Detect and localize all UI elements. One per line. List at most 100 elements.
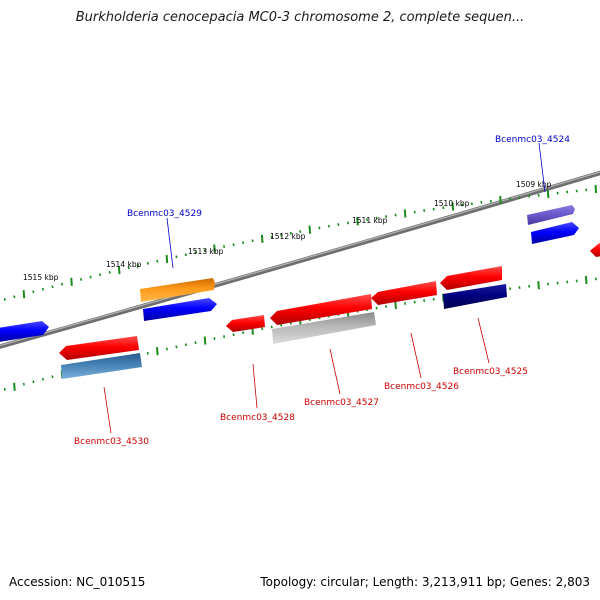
minor-tick [327,224,330,228]
minor-tick [394,213,397,217]
gene-label-4524[interactable]: Bcenmc03_4524 [495,135,570,145]
gene-bcenmc03-4527-cds[interactable] [270,294,372,325]
minor-tick [461,203,464,207]
gene-bcenmc03-4530-bar[interactable] [61,353,142,379]
minor-tick [413,300,416,304]
gene-label-4530[interactable]: Bcenmc03_4530 [74,437,149,447]
minor-tick [232,333,235,337]
major-tick [213,244,216,253]
minor-tick [146,351,149,355]
minor-tick [223,335,226,338]
major-tick [70,277,73,286]
minor-tick [470,202,473,206]
minor-tick [3,387,6,391]
gene-labels: Bcenmc03_4524 Bcenmc03_4529 Bcenmc03_452… [74,135,570,447]
outer-tick-ring [3,184,598,301]
minor-tick [156,259,159,263]
minor-tick [585,188,588,192]
minor-tick [270,235,273,239]
minor-tick [261,327,264,331]
minor-tick [346,221,350,225]
gene-bcenmc03-4524-cds[interactable] [531,222,579,244]
minor-tick [270,325,273,329]
gene-bcenmc03-4525-cds[interactable] [440,266,502,290]
minor-tick [432,297,435,301]
minor-tick [175,255,178,259]
minor-tick [566,190,569,194]
minor-tick [480,201,483,204]
minor-tick [508,197,512,201]
major-tick [546,190,550,199]
accession-text: Accession: NC_010515 [9,575,146,589]
minor-tick [537,193,540,197]
gene-bcenmc03-4525-bar[interactable] [443,284,507,309]
gene-bcenmc03-4528-cds[interactable] [226,315,265,332]
minor-tick [232,243,235,247]
minor-tick [575,279,578,283]
major-tick [537,281,540,290]
minor-tick [32,290,35,294]
minor-tick [489,199,492,203]
minor-tick [556,281,559,285]
minor-tick [127,266,130,270]
gene-label-4525[interactable]: Bcenmc03_4525 [453,367,528,377]
minor-tick [423,209,426,212]
major-tick [356,217,359,226]
minor-tick [60,282,64,286]
minor-tick [518,196,521,199]
major-tick [203,336,207,345]
major-tick [403,209,407,218]
minor-tick [137,264,140,267]
minor-tick [41,377,45,381]
minor-tick [194,341,197,345]
tick-label-1510: 1510 kbp [434,199,470,208]
minor-tick [165,347,168,351]
minor-tick [337,223,340,226]
gene-label-4526[interactable]: Bcenmc03_4526 [384,382,459,392]
minor-tick [22,382,25,386]
minor-tick [547,282,550,286]
major-tick [156,347,159,356]
gene-bcenmc03-4527-bar[interactable] [272,312,376,344]
minor-tick [51,375,54,379]
gene-label-4527[interactable]: Bcenmc03_4527 [304,398,379,408]
major-tick [394,300,397,310]
tick-label-1514: 1514 kbp [106,260,142,269]
tick-labels: 1515 kbp 1514 kbp 1513 kbp 1512 kbp 1511… [23,180,552,282]
minor-tick [251,239,254,243]
minor-tick [432,207,435,211]
minor-tick [299,230,302,233]
leader-lines [103,142,546,434]
minor-tick [280,233,283,237]
minor-tick [80,278,83,281]
minor-tick [365,218,369,222]
tick-label-1513: 1513 kbp [188,247,224,256]
major-tick [308,225,312,234]
minor-tick [108,270,111,274]
gene-bcenmc03-4529-bar[interactable] [140,278,215,302]
minor-tick [289,231,292,235]
gene-label-4529[interactable]: Bcenmc03_4529 [127,209,202,219]
gene-label-4528[interactable]: Bcenmc03_4528 [220,413,295,423]
gene-bcenmc03-4526-cds[interactable] [371,281,437,305]
minor-tick [528,284,531,288]
gene-edge-right[interactable] [590,242,600,257]
gene-bcenmc03-4529-cds[interactable] [143,298,217,321]
minor-tick [242,241,245,245]
minor-tick [242,331,245,335]
minor-tick [194,251,197,255]
minor-tick [146,261,149,265]
gene-bcenmc03-4524-bar[interactable] [527,205,575,225]
gene-left-blue[interactable] [0,321,49,342]
minor-tick [375,306,378,310]
chromosome-backbone [0,170,600,349]
minor-tick [566,280,569,284]
minor-tick [51,285,54,289]
minor-tick [223,245,226,248]
tick-label-1515: 1515 kbp [23,273,59,282]
minor-tick [213,337,216,340]
gene-bcenmc03-4530-cds[interactable] [59,336,139,360]
minor-tick [175,345,178,349]
major-tick [594,184,598,194]
